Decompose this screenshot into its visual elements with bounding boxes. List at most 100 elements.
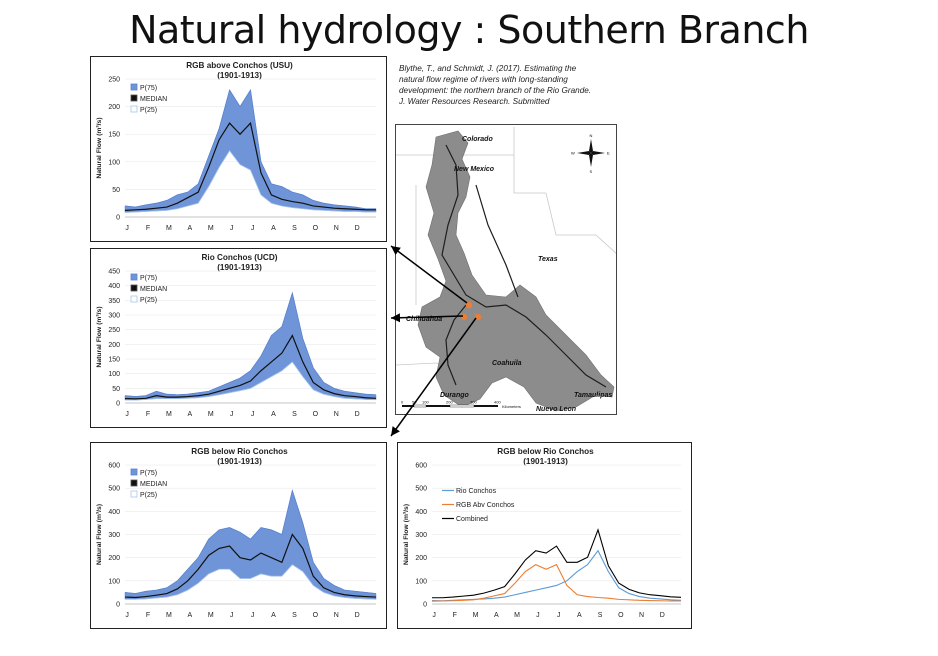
x-tick-label: M — [208, 225, 214, 232]
x-tick-label: J — [230, 411, 234, 418]
basin-shape — [417, 130, 615, 412]
legend-label: P(75) — [140, 470, 157, 477]
y-tick-label: 400 — [415, 509, 427, 516]
gauge-point — [465, 301, 473, 309]
scale-tick: 50 — [412, 400, 417, 405]
legend-swatch — [130, 83, 138, 91]
map-label-chihuahua: Chihuahua — [406, 316, 442, 323]
y-tick-label: 100 — [108, 371, 120, 378]
y-tick-label: 300 — [415, 532, 427, 539]
chart-rgb-below-conchos-components: RGB below Rio Conchos(1901-1913) 0 100 200 3… — [403, 447, 682, 619]
x-tick-label: M — [208, 612, 214, 619]
citation: Blythe, T., and Schmidt, J. (2017). Esti… — [399, 63, 634, 107]
y-tick-label: 450 — [108, 269, 120, 276]
chart-subtitle: (1901-1913) — [523, 457, 568, 466]
y-tick-label: 50 — [112, 386, 120, 393]
x-tick-label: J — [125, 225, 129, 232]
chart-rio-conchos: Rio Conchos (UCD)(1901-1913) 0 50 100 150 200… — [96, 253, 377, 418]
map-label-durango: Durango — [440, 392, 470, 399]
x-tick-label: J — [125, 612, 129, 619]
y-tick-label: 150 — [108, 357, 120, 364]
x-tick-label: O — [313, 225, 319, 232]
x-tick-label: S — [598, 612, 603, 619]
y-axis-label: Natural Flow (m³/s) — [403, 504, 410, 565]
series-line-median — [124, 121, 376, 211]
legend-swatch — [130, 105, 138, 113]
series-line-p25 — [124, 150, 376, 213]
series-line-median — [124, 533, 377, 599]
y-tick-label: 500 — [108, 486, 120, 493]
map-label-texas: Texas — [538, 256, 558, 263]
x-tick-label: N — [334, 225, 339, 232]
y-tick-label: 250 — [108, 327, 120, 334]
citation-line: Blythe, T., and Schmidt, J. (2017). Esti… — [399, 64, 577, 73]
y-tick-label: 150 — [108, 132, 120, 139]
series-line-p25 — [125, 564, 377, 600]
y-tick-label: 300 — [108, 532, 120, 539]
slide-title: Natural hydrology : Southern Branch — [129, 8, 809, 52]
x-tick-label: J — [557, 612, 561, 619]
basin-map: Colorado New Mexico Texas Chihuahua Coah… — [396, 127, 616, 413]
x-tick-label: M — [514, 612, 520, 619]
x-tick-label: J — [251, 612, 255, 619]
x-tick-label: D — [355, 612, 360, 619]
map-label-tamaulipas: Tamaulipas — [574, 392, 612, 399]
x-tick-label: D — [355, 225, 360, 232]
state-border — [545, 192, 616, 254]
scale-tick: 0 — [401, 400, 404, 405]
y-tick-label: 50 — [112, 187, 120, 194]
legend-swatch — [130, 284, 138, 292]
x-tick-label: J — [536, 612, 540, 619]
compass-w: W — [571, 151, 575, 156]
series-line-median — [124, 334, 377, 400]
map-label-nuevo-leon: Nuevo Leon — [536, 406, 576, 413]
x-tick-label: F — [146, 612, 150, 619]
x-tick-label: A — [494, 612, 499, 619]
y-axis-label: Natural Flow (m³/s) — [96, 117, 103, 178]
legend-swatch — [130, 490, 138, 498]
y-tick-label: 100 — [415, 578, 427, 585]
map-label-colorado: Colorado — [462, 136, 493, 143]
y-tick-label: 0 — [116, 602, 120, 609]
x-tick-label: A — [271, 411, 276, 418]
compass-icon: N S E W — [571, 133, 610, 174]
y-tick-label: 500 — [415, 486, 427, 493]
chart-subtitle: (1901-1913) — [217, 71, 262, 80]
map-label-coahuila: Coahuila — [492, 360, 522, 367]
y-tick-label: 0 — [116, 401, 120, 408]
x-tick-label: O — [618, 612, 624, 619]
y-tick-label: 0 — [423, 602, 427, 609]
state-border — [513, 155, 546, 194]
y-tick-label: 0 — [116, 215, 120, 222]
scale-unit: Kilometers — [502, 404, 521, 409]
scale-tick: 400 — [494, 400, 501, 405]
x-tick-label: N — [334, 411, 339, 418]
legend-swatch — [130, 479, 138, 487]
legend-label: P(75) — [140, 275, 157, 282]
series-band-p75-p25 — [124, 89, 377, 213]
legend-label: RGB Abv Conchos — [456, 502, 515, 509]
chart-panel-rio-conchos: Rio Conchos (UCD) (1901-1913) 0 50 100 150 200… — [90, 248, 387, 428]
chart-title: RGB above Conchos (USU) — [186, 61, 293, 70]
x-tick-label: S — [292, 411, 297, 418]
chart-title: RGB below Rio Conchos — [497, 447, 594, 456]
legend-label: MEDIAN — [140, 96, 167, 103]
scale-tick: 100 — [422, 400, 429, 405]
series-band-p75-p25 — [124, 292, 377, 401]
citation-line: development: the northern branch of the … — [399, 86, 592, 95]
compass-s: S — [590, 169, 593, 174]
chart-panel-rgb-below-conchos: RGB below Rio Conchos (1901-1913) 0 100 200 3… — [90, 442, 387, 629]
x-tick-label: M — [473, 612, 479, 619]
chart-title: Rio Conchos (UCD) — [202, 253, 278, 262]
river-rio-grande — [441, 144, 607, 388]
legend-swatch — [130, 295, 138, 303]
legend-swatch — [130, 468, 138, 476]
x-tick-label: J — [251, 411, 255, 418]
legend-label: Combined — [456, 516, 488, 523]
y-axis-label: Natural Flow (m³/s) — [96, 306, 103, 367]
x-tick-label: A — [271, 612, 276, 619]
x-tick-label: O — [313, 411, 319, 418]
series-line-p25 — [125, 361, 377, 401]
legend-label: MEDIAN — [140, 286, 167, 293]
x-tick-label: M — [166, 612, 172, 619]
